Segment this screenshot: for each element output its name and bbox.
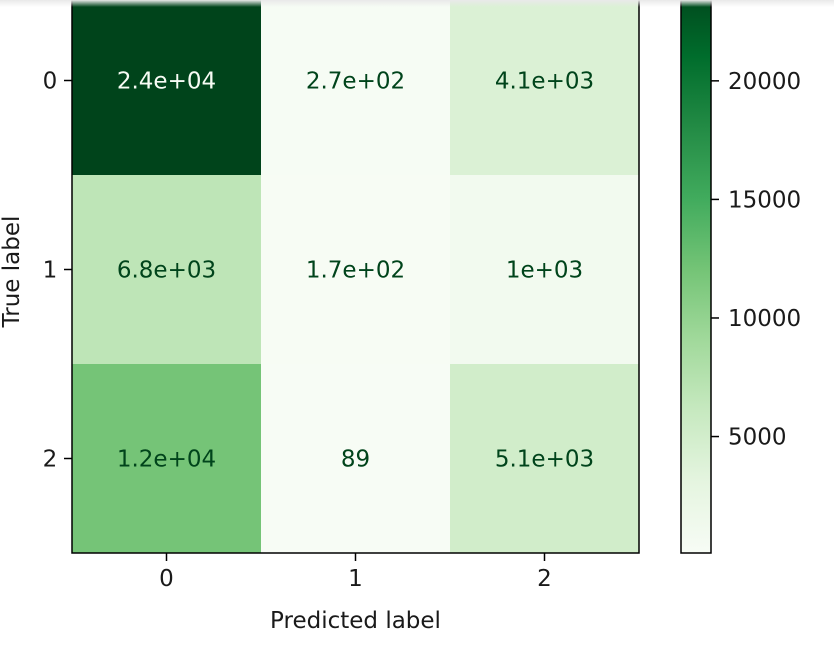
matrix-cell [261, 364, 450, 553]
matrix-cell [72, 0, 261, 175]
cell-label: 1.2e+04 [117, 447, 216, 473]
cell-label: 4.1e+03 [495, 69, 594, 95]
x-axis: 0 1 2 [159, 553, 552, 592]
x-tick-label: 1 [348, 566, 363, 592]
cell-labels: 2.4e+04 2.7e+02 4.1e+03 6.8e+03 1.7e+02 1e+03… [117, 69, 594, 473]
x-tick-label: 2 [537, 566, 552, 592]
colorbar-tick-label: 20000 [728, 69, 801, 95]
colorbar-tick-label: 10000 [728, 306, 801, 332]
matrix-cell [450, 364, 639, 553]
colorbar-ticks: 5000 10000 15000 20000 [711, 69, 801, 451]
matrix-cell [72, 364, 261, 553]
colorbar-tick-label: 5000 [728, 425, 787, 451]
colorbar [680, 0, 712, 554]
matrix-cell [261, 0, 450, 175]
matrix-cells [72, 0, 639, 553]
x-axis-label: Predicted label [270, 608, 441, 634]
matrix-cell [450, 0, 639, 175]
cell-label: 5.1e+03 [495, 447, 594, 473]
cell-label: 2.4e+04 [117, 69, 216, 95]
cell-label: 2.7e+02 [306, 69, 405, 95]
y-tick-label: 1 [43, 258, 58, 284]
y-tick-label: 0 [43, 69, 58, 95]
matrix-cell [450, 175, 639, 364]
x-tick-label: 0 [159, 566, 174, 592]
cell-label: 1e+03 [506, 258, 583, 284]
matrix-cell [72, 175, 261, 364]
y-axis-label: True label [0, 216, 25, 329]
cell-label: 1.7e+02 [306, 258, 405, 284]
cell-label: 6.8e+03 [117, 258, 216, 284]
y-tick-label: 2 [43, 447, 58, 473]
y-axis: 0 1 2 [43, 69, 72, 473]
matrix-cell [261, 175, 450, 364]
colorbar-tick-label: 15000 [728, 187, 801, 213]
cell-label: 89 [341, 447, 370, 473]
